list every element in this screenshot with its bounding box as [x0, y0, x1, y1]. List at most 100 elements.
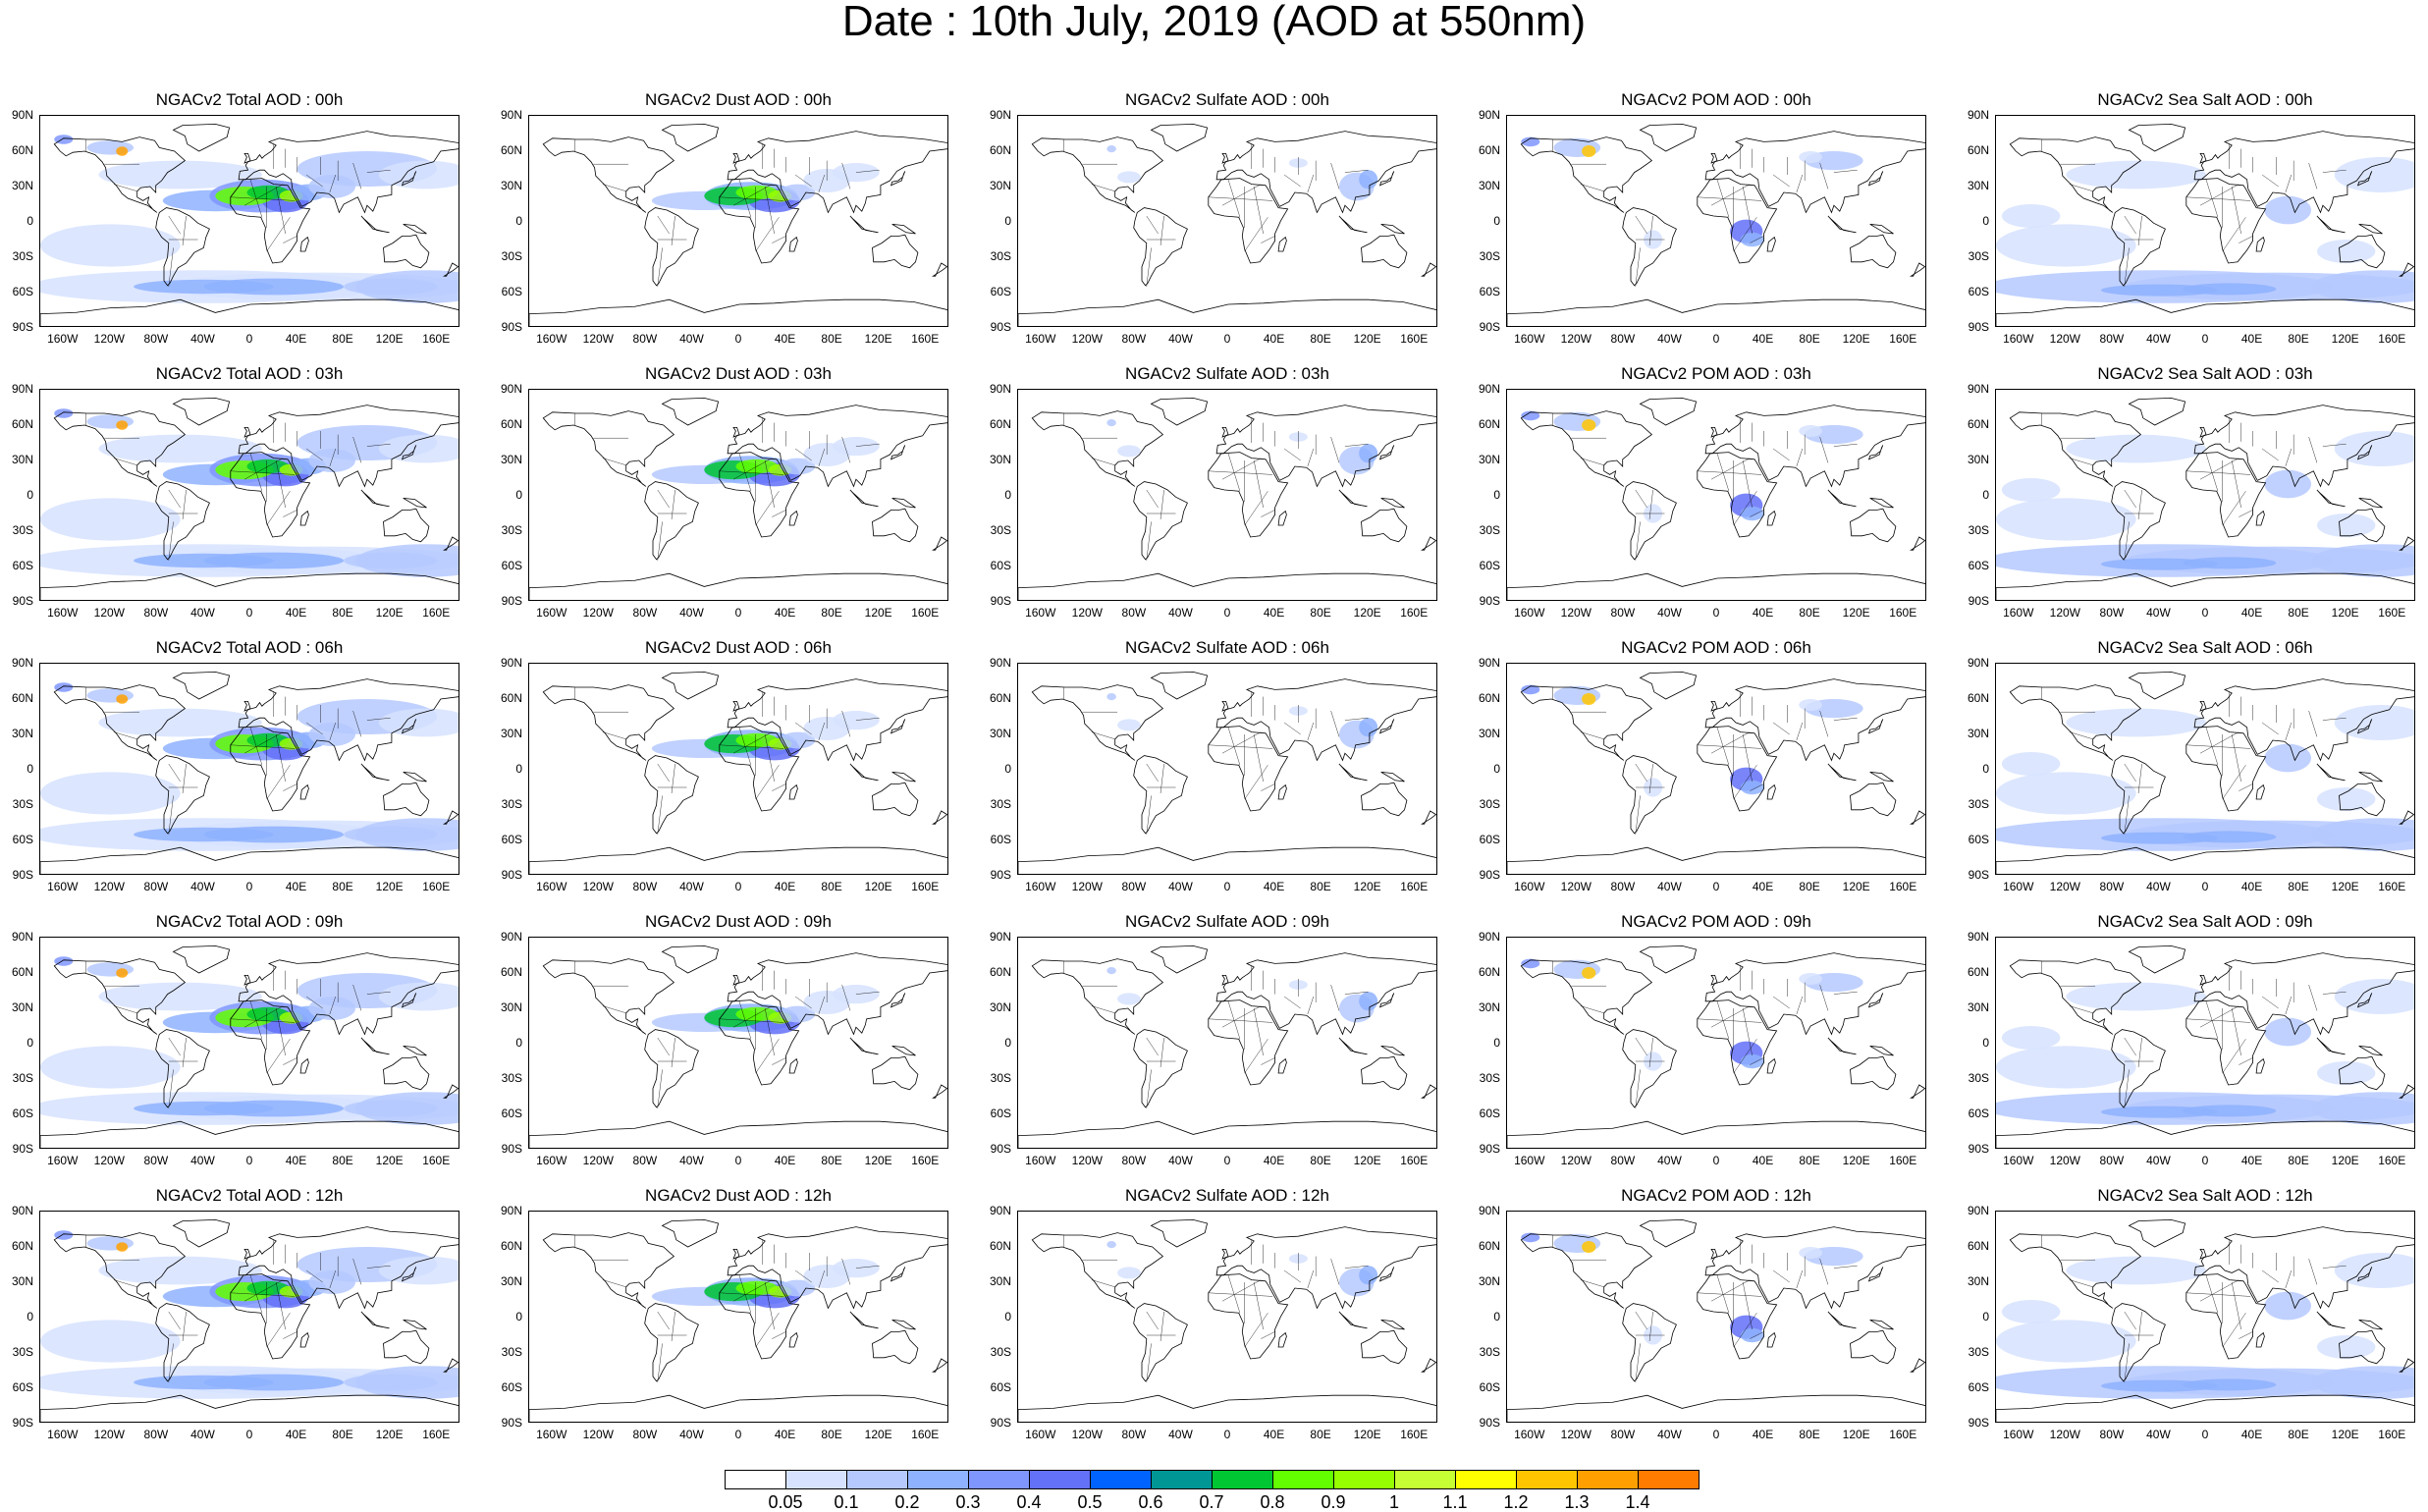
lon-tick-label: 120E [1842, 1428, 1870, 1441]
coastline [2193, 405, 2414, 488]
lon-tick-label: 80W [143, 1428, 169, 1441]
lat-tick-label: 60S [1479, 285, 1500, 298]
map-frame [1995, 389, 2415, 601]
lon-tick-label: 80E [332, 332, 353, 346]
country-border [1796, 448, 1803, 467]
coastline [2399, 810, 2414, 825]
lat-tick-label: 30N [500, 1274, 522, 1288]
lat-tick-label: 30S [1968, 1071, 1989, 1085]
coastline [2399, 1358, 2414, 1373]
lon-tick-label: 160E [911, 1428, 940, 1441]
coastline [2111, 207, 2166, 287]
lat-tick-label: 30N [11, 1274, 33, 1288]
coastline [1221, 153, 1229, 164]
country-border [266, 217, 291, 252]
country-border [1733, 765, 1757, 800]
coastline [1133, 481, 1188, 561]
coastline [40, 298, 459, 326]
aod-plume-seasalt-6 [2264, 195, 2311, 225]
map-frame [1995, 663, 2415, 875]
coastline [529, 1394, 947, 1422]
map-frame [1506, 115, 1926, 327]
country-border [1146, 1037, 1159, 1056]
panel-title: NGACv2 POM AOD : 03h [1621, 364, 1811, 383]
lon-tick-label: 120E [864, 880, 892, 893]
lat-tick-label: 90S [1968, 594, 1989, 608]
map-frame [528, 389, 948, 601]
country-border [1160, 489, 1164, 520]
coastline [2185, 178, 2267, 264]
map-frame [1017, 663, 1437, 875]
country-border [1742, 1281, 1753, 1330]
lon-tick-label: 80E [2288, 1428, 2309, 1441]
lat-tick-label: 90S [501, 594, 522, 608]
coastline [1996, 846, 2414, 874]
coastline [2358, 498, 2383, 509]
lat-tick-label: 60N [1967, 143, 1989, 157]
lat-tick-label: 60S [501, 559, 522, 572]
coastline [1639, 945, 1698, 974]
country-border [1716, 1274, 1730, 1314]
country-border [305, 448, 323, 461]
coastline [1338, 763, 1368, 782]
coastline [891, 1046, 916, 1056]
lat-tick-label: 60S [990, 1107, 1011, 1120]
aod-plume-seasalt-5 [2334, 979, 2414, 1014]
aod-plume-dust-8 [833, 985, 880, 1004]
country-border [1697, 196, 1762, 201]
coastline [2356, 993, 2373, 1008]
country-border [1091, 184, 1115, 191]
lat-tick-label: 90S [12, 320, 33, 334]
country-border [755, 491, 780, 526]
lon-tick-label: 120E [864, 1428, 892, 1441]
lat-tick-label: 60S [990, 833, 1011, 846]
coastline [443, 810, 459, 825]
coastline [1520, 958, 1653, 1035]
coastline [1215, 952, 1436, 1036]
coastline [932, 810, 947, 825]
lon-tick-label: 40W [1657, 880, 1682, 893]
country-border [243, 184, 284, 206]
country-border [1716, 1000, 1730, 1040]
lon-tick-label: 120W [1071, 1154, 1103, 1167]
lon-tick-label: 120W [2049, 332, 2080, 346]
aod-plume-pom-4 [1740, 232, 1764, 247]
country-border [1344, 170, 1369, 173]
country-border [182, 1037, 187, 1068]
coastline [40, 1394, 459, 1422]
country-border [113, 1005, 137, 1013]
country-border [794, 722, 812, 735]
country-border [841, 1258, 851, 1285]
country-border [329, 174, 336, 193]
country-border [855, 170, 880, 173]
aod-plume-sulfate-3 [1106, 967, 1116, 975]
country-border [657, 489, 670, 509]
coastline [2128, 945, 2186, 974]
lat-tick-label: 0 [1493, 762, 1500, 776]
lat-tick-label: 60N [989, 691, 1011, 705]
country-border [1833, 170, 1858, 173]
lon-tick-label: 80E [1310, 1428, 1331, 1441]
country-border [329, 448, 336, 467]
coastline [872, 234, 919, 269]
country-border [764, 459, 775, 509]
lat-tick-label: 30S [501, 249, 522, 263]
country-border [1146, 1311, 1159, 1330]
lon-tick-label: 160E [422, 880, 451, 893]
country-border [1772, 174, 1790, 188]
country-border [1742, 733, 1753, 783]
map-frame [1017, 937, 1437, 1149]
coastline [1697, 999, 1778, 1086]
country-border [2285, 996, 2292, 1015]
coastline [230, 452, 311, 538]
country-border [283, 236, 297, 243]
lat-tick-label: 30S [12, 1071, 33, 1085]
lat-tick-label: 90S [990, 320, 1011, 334]
lat-tick-label: 90S [1968, 868, 1989, 882]
lon-tick-label: 160W [536, 880, 567, 893]
country-border [1819, 710, 1829, 737]
country-border [772, 1331, 786, 1339]
lon-tick-label: 80E [821, 606, 842, 620]
coastline [360, 1311, 390, 1329]
aod-plume-sulfate-1 [1359, 992, 1378, 1011]
